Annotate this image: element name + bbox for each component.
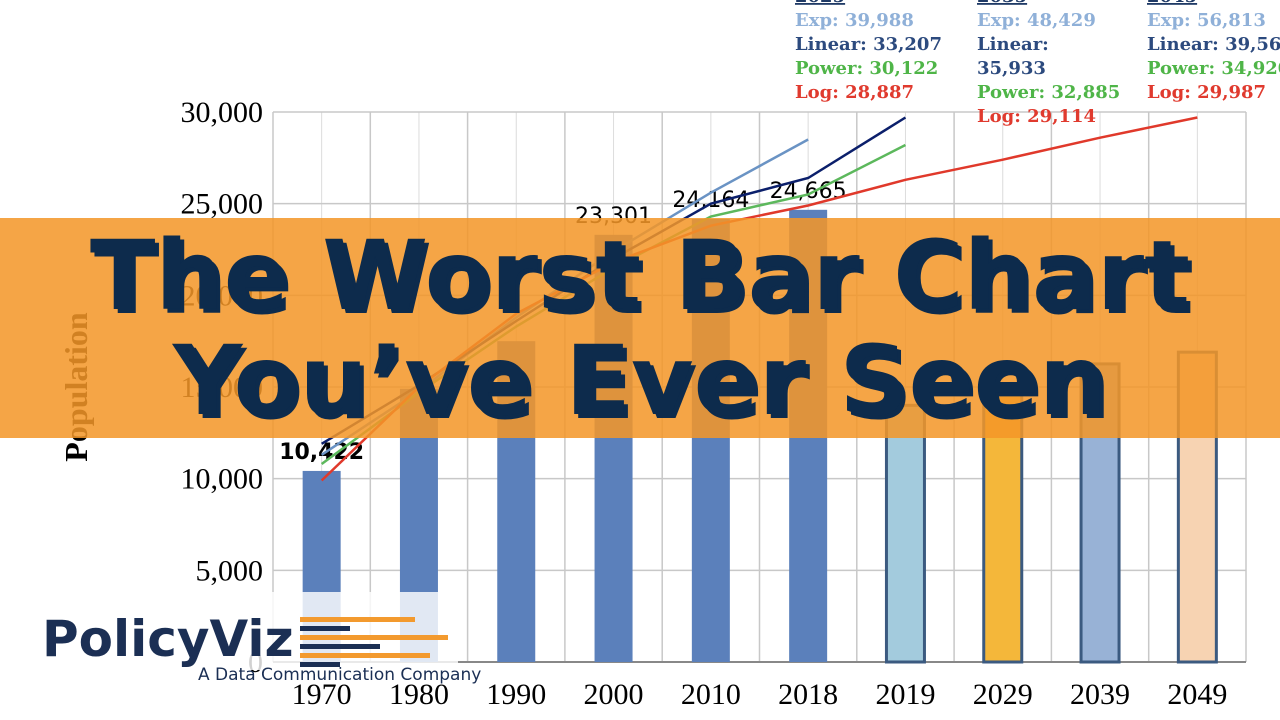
x-tick-label: 2019 bbox=[875, 678, 935, 711]
banner-shadow: The Worst Bar Chart bbox=[94, 224, 1194, 336]
logo-name: PolicyViz bbox=[42, 610, 294, 668]
annotation-heading: 2045 bbox=[1147, 0, 1197, 7]
logo-tagline: A Data Communication Company bbox=[198, 665, 481, 685]
annotation-line: Linear: 39,566 bbox=[1147, 34, 1280, 55]
x-tick-label: 1970 bbox=[292, 678, 352, 711]
annotation-line: Power: 30,122 bbox=[795, 58, 938, 79]
annotation-line: Log: 29,114 bbox=[977, 106, 1096, 127]
annotation-line: Power: 32,885 bbox=[977, 82, 1120, 103]
annotation-line: Exp: 56,813 bbox=[1147, 10, 1266, 31]
annotation-line: Linear: bbox=[977, 34, 1049, 55]
x-tick-label: 2029 bbox=[973, 678, 1033, 711]
x-tick-label: 2000 bbox=[584, 678, 644, 711]
annotation-line: Exp: 48,429 bbox=[977, 10, 1096, 31]
y-tick-label: 30,000 bbox=[181, 96, 264, 129]
annotation-line: Log: 29,987 bbox=[1147, 82, 1266, 103]
logo-icon-bar bbox=[300, 635, 448, 640]
annotation-line: Log: 28,887 bbox=[795, 82, 914, 103]
banner-shadow: You’ve Ever Seen bbox=[176, 329, 1111, 441]
banner bbox=[0, 218, 1280, 438]
annotation-line: Linear: 33,207 bbox=[795, 34, 942, 55]
annotation-heading: 2025 bbox=[795, 0, 845, 7]
x-tick-label: 2039 bbox=[1070, 678, 1130, 711]
logo-icon-bar bbox=[300, 653, 430, 658]
x-tick-label: 1980 bbox=[389, 678, 449, 711]
banner-title: The Worst Bar Chart bbox=[90, 220, 1190, 332]
annotation-line: Power: 34,920 bbox=[1147, 58, 1280, 79]
x-tick-label: 2010 bbox=[681, 678, 741, 711]
bar bbox=[884, 403, 926, 664]
annotation-heading: 2035 bbox=[977, 0, 1027, 7]
banner-title: You’ve Ever Seen bbox=[172, 325, 1107, 437]
logo-icon-bar bbox=[300, 617, 415, 622]
y-tick-label: 5,000 bbox=[196, 554, 264, 587]
y-tick-label: 10,000 bbox=[181, 463, 264, 496]
x-tick-label: 2049 bbox=[1167, 678, 1227, 711]
x-tick-label: 2018 bbox=[778, 678, 838, 711]
annotation-line: 35,933 bbox=[977, 58, 1046, 79]
logo-icon-bar bbox=[300, 662, 340, 667]
annotation-line: Exp: 39,988 bbox=[795, 10, 914, 31]
logo-icon-bar bbox=[300, 644, 380, 649]
logo-icon-bar bbox=[300, 626, 350, 631]
x-tick-label: 1990 bbox=[486, 678, 546, 711]
y-tick-label: 25,000 bbox=[181, 188, 264, 221]
